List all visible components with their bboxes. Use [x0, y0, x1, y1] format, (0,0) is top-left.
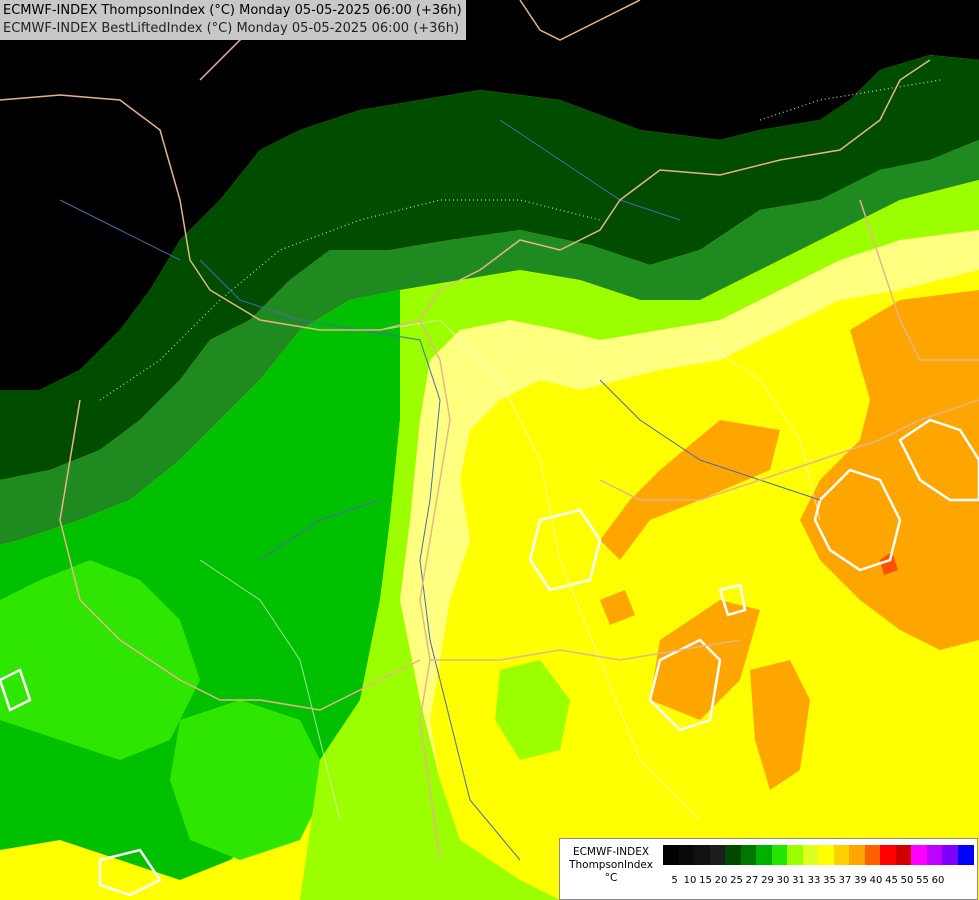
legend-swatch: [663, 845, 679, 865]
legend-swatch: [756, 845, 772, 865]
legend-swatch: [802, 845, 819, 865]
red-spot: [880, 552, 898, 575]
legend-tick-label: 30: [776, 875, 790, 886]
legend-tick-label: 37: [838, 875, 852, 886]
legend-swatch: [911, 845, 927, 865]
legend-tick-label: 5: [671, 875, 678, 886]
pale-yellow-band: [400, 230, 979, 780]
mid-green-band: [0, 140, 979, 545]
legend-tick-label: 33: [807, 875, 821, 886]
legend-swatch: [849, 845, 865, 865]
thompson-index-contours: [199, 319, 821, 821]
lime-band: [300, 180, 979, 900]
title-line-thompson-index: ECMWF-INDEX ThompsonIndex (°C) Monday 05…: [3, 3, 462, 18]
dark-green-band: [0, 55, 979, 480]
legend-parameter: ThompsonIndex: [569, 859, 653, 871]
legend-tick-label: 25: [730, 875, 743, 886]
legend-swatch: [771, 845, 788, 865]
rivers: [59, 119, 821, 861]
legend-swatch: [880, 845, 896, 865]
orange-region-south: [650, 600, 760, 720]
legend-swatch: [725, 845, 741, 865]
legend-swatch: [818, 845, 834, 865]
legend-tick-label: 45: [885, 875, 898, 886]
legend-tick-label: 29: [761, 875, 774, 886]
legend-swatch: [678, 845, 695, 865]
legend-swatch: [787, 845, 803, 865]
title-line-best-lifted-index: ECMWF-INDEX BestLiftedIndex (°C) Monday …: [3, 21, 460, 36]
orange-patch-west: [600, 590, 635, 625]
legend-swatch: [942, 845, 958, 865]
color-legend: ECMWF-INDEX ThompsonIndex °C 5 10 15 20 25 27…: [559, 838, 978, 900]
legend-swatch: [740, 845, 757, 865]
legend-tick-label: 40: [869, 875, 883, 886]
legend-tick-label: 31: [792, 875, 805, 886]
orange-region-southeast: [750, 660, 810, 790]
map-title-box: ECMWF-INDEX ThompsonIndex (°C) Monday 05…: [0, 0, 466, 40]
lifted-index-contours: [0, 418, 979, 897]
legend-label: ECMWF-INDEX ThompsonIndex °C: [564, 846, 658, 885]
legend-tick-label: 15: [699, 875, 712, 886]
legend-tick-label: 50: [900, 875, 914, 886]
legend-tick-label: 35: [823, 875, 836, 886]
lime-patch-south: [495, 660, 570, 760]
legend-tick-label: 39: [854, 875, 867, 886]
legend-unit: °C: [604, 872, 618, 884]
legend-tick-label: 10: [683, 875, 697, 886]
legend-swatch: [709, 845, 726, 865]
legend-swatch: [957, 845, 974, 865]
bright-green-area: [0, 560, 200, 760]
legend-tick-label: 60: [931, 875, 945, 886]
legend-tick-label: 55: [916, 875, 929, 886]
legend-swatch: [895, 845, 912, 865]
legend-tick-label: 27: [745, 875, 759, 886]
legend-tick-label: 20: [714, 875, 728, 886]
legend-swatch: [694, 845, 710, 865]
legend-swatch: [864, 845, 881, 865]
orange-region-center: [600, 420, 780, 560]
black-region-north: [0, 0, 979, 390]
legend-model: ECMWF-INDEX: [572, 846, 650, 858]
bright-green-area-south: [170, 700, 330, 860]
legend-swatch: [926, 845, 943, 865]
legend-swatch: [833, 845, 850, 865]
